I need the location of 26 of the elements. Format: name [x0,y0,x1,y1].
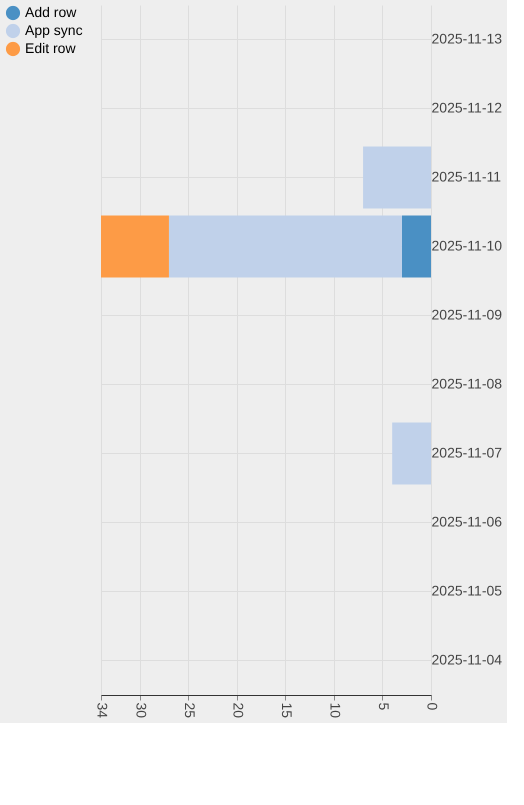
legend-label: Add row [25,4,78,20]
x-tick-label: 30 [133,702,150,718]
x-tick-label: 0 [424,702,440,710]
legend-label: Edit row [25,40,76,56]
bar [101,215,169,278]
y-tick-label: 2025-11-04 [432,652,502,668]
bar [402,215,431,278]
y-tick-label: 2025-11-06 [432,514,502,530]
y-tick-label: 2025-11-08 [432,376,502,392]
y-tick-label: 2025-11-11 [432,168,502,184]
y-tick-label: 2025-11-12 [432,100,502,116]
x-tick-label: 20 [230,702,246,718]
y-tick-label: 2025-11-09 [432,306,502,322]
bar [168,215,402,278]
x-tick-label: 34 [94,702,110,718]
x-tick-label: 10 [327,702,344,718]
y-tick-label: 2025-11-07 [432,444,502,460]
y-tick-label: 2025-11-13 [432,30,502,46]
x-tick-label: 25 [182,702,198,718]
bar [392,422,431,485]
bar [363,146,431,209]
y-tick-label: 2025-11-05 [432,582,502,598]
x-tick-label: 15 [278,702,295,718]
legend-label: App sync [25,22,83,38]
x-tick-label: 5 [376,702,392,710]
y-tick-label: 2025-11-10 [432,238,502,254]
